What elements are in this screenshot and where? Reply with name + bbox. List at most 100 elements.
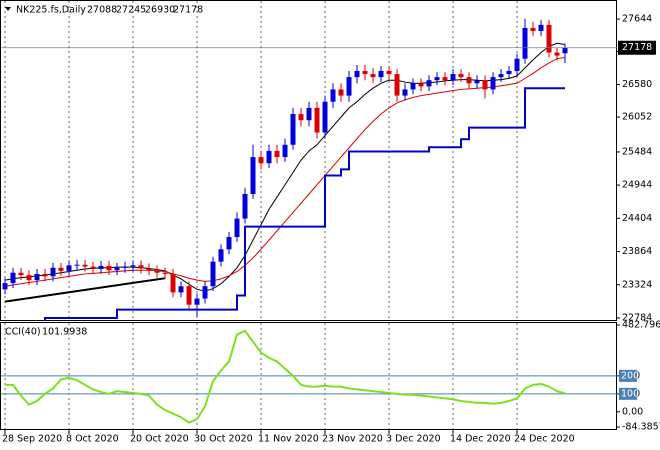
candle-body — [242, 193, 248, 219]
candle-body — [218, 249, 224, 262]
candle-body — [282, 144, 288, 158]
candle-body — [474, 80, 480, 84]
candle-body — [322, 101, 328, 133]
candle-body — [138, 265, 144, 269]
candle-body — [106, 265, 112, 271]
high: 27245 — [116, 5, 146, 16]
candle-body — [386, 70, 392, 75]
candle-body — [434, 77, 440, 81]
y-tick-label: -84.3857 — [622, 422, 660, 433]
level-label-box — [619, 369, 637, 382]
indicator-line — [4, 42, 566, 292]
candle-body — [378, 70, 384, 78]
plot-area — [1, 323, 617, 429]
candle-body — [42, 273, 48, 277]
price-label-box — [618, 40, 656, 55]
level-label: 100 — [621, 388, 639, 399]
candle-body — [186, 286, 192, 305]
x-tick-label: 23 Nov 2020 — [322, 434, 383, 445]
x-tick-label: 30 Oct 2020 — [194, 434, 253, 445]
candle-body — [546, 24, 552, 53]
y-tick-label: 482.7966 — [622, 320, 660, 331]
x-tick-label: 14 Dec 2020 — [450, 434, 511, 445]
candle-body — [234, 218, 240, 238]
candle-body — [210, 261, 216, 287]
candle-body — [562, 47, 568, 54]
menu-arrow[interactable] — [5, 7, 11, 11]
candle-body — [514, 58, 520, 71]
candle-body — [290, 114, 296, 145]
candle-body — [74, 264, 80, 266]
candle-body — [506, 70, 512, 75]
candle-body — [490, 77, 496, 90]
x-tick-label: 28 Sep 2020 — [2, 434, 62, 445]
candle-body — [66, 265, 72, 271]
cci-line — [5, 329, 566, 424]
x-tick-label: 8 Oct 2020 — [66, 434, 119, 445]
candle-body — [154, 270, 160, 273]
candle-body — [554, 52, 560, 56]
candle-body — [258, 157, 264, 164]
y-tick-label: 24404 — [622, 213, 652, 224]
candle-body — [370, 74, 376, 78]
candle-body — [314, 107, 320, 133]
candle-body — [530, 27, 536, 32]
level-label: 200 — [621, 370, 639, 381]
candle-body — [354, 70, 360, 78]
candle-body — [306, 107, 312, 121]
candle-body — [26, 275, 32, 281]
candle-body — [10, 272, 16, 284]
candle-body — [330, 89, 336, 102]
candle-body — [146, 268, 152, 271]
main-frame — [0, 0, 617, 321]
candle-body — [410, 83, 416, 90]
candle-body — [50, 267, 56, 277]
candle-body — [114, 267, 120, 271]
candle-body — [522, 27, 528, 59]
candle-body — [2, 283, 8, 290]
cci-title: CCI(40) — [5, 327, 41, 338]
cci-value: 101.9938 — [42, 327, 87, 338]
y-tick-label: 24944 — [622, 180, 652, 191]
candle-body — [298, 114, 304, 121]
candle-body — [266, 150, 272, 164]
y-tick-label: 23864 — [622, 246, 652, 257]
y-tick-label: 25484 — [622, 146, 652, 157]
candle-body — [18, 272, 24, 276]
candle-body — [458, 74, 464, 78]
candle-body — [346, 77, 352, 96]
candle-body — [394, 74, 400, 96]
candle-body — [538, 24, 544, 32]
plot-area — [1, 1, 617, 321]
symbol: NK225.fs,Daily — [16, 5, 86, 16]
y-tick-label: 23324 — [622, 279, 652, 290]
candle-body — [338, 89, 344, 96]
candle-body — [90, 266, 96, 270]
price-label: 27178 — [622, 42, 652, 53]
y-tick-label: 26580 — [622, 79, 652, 90]
candle-body — [226, 237, 232, 250]
candle-body — [402, 89, 408, 96]
candle-body — [362, 70, 368, 75]
x-tick-label: 3 Dec 2020 — [386, 434, 441, 445]
candle-body — [34, 273, 40, 281]
indicator-line — [44, 87, 565, 321]
candle-body — [170, 273, 176, 293]
candle-body — [82, 264, 88, 267]
y-tick-label: 26052 — [622, 111, 652, 122]
candle-body — [162, 272, 168, 274]
level-label-box — [619, 387, 637, 400]
indicator-line — [4, 56, 566, 287]
close: 27178 — [173, 5, 203, 16]
y-tick-label: 22784 — [622, 312, 652, 323]
x-tick-label: 20 Oct 2020 — [130, 434, 189, 445]
candle-body — [98, 265, 104, 270]
candle-body — [466, 77, 472, 84]
trend-line — [4, 277, 166, 303]
open: 27088 — [87, 5, 117, 16]
candle-body — [130, 265, 136, 267]
candle-body — [418, 83, 424, 87]
candle-body — [482, 80, 488, 90]
candle-body — [450, 74, 456, 81]
